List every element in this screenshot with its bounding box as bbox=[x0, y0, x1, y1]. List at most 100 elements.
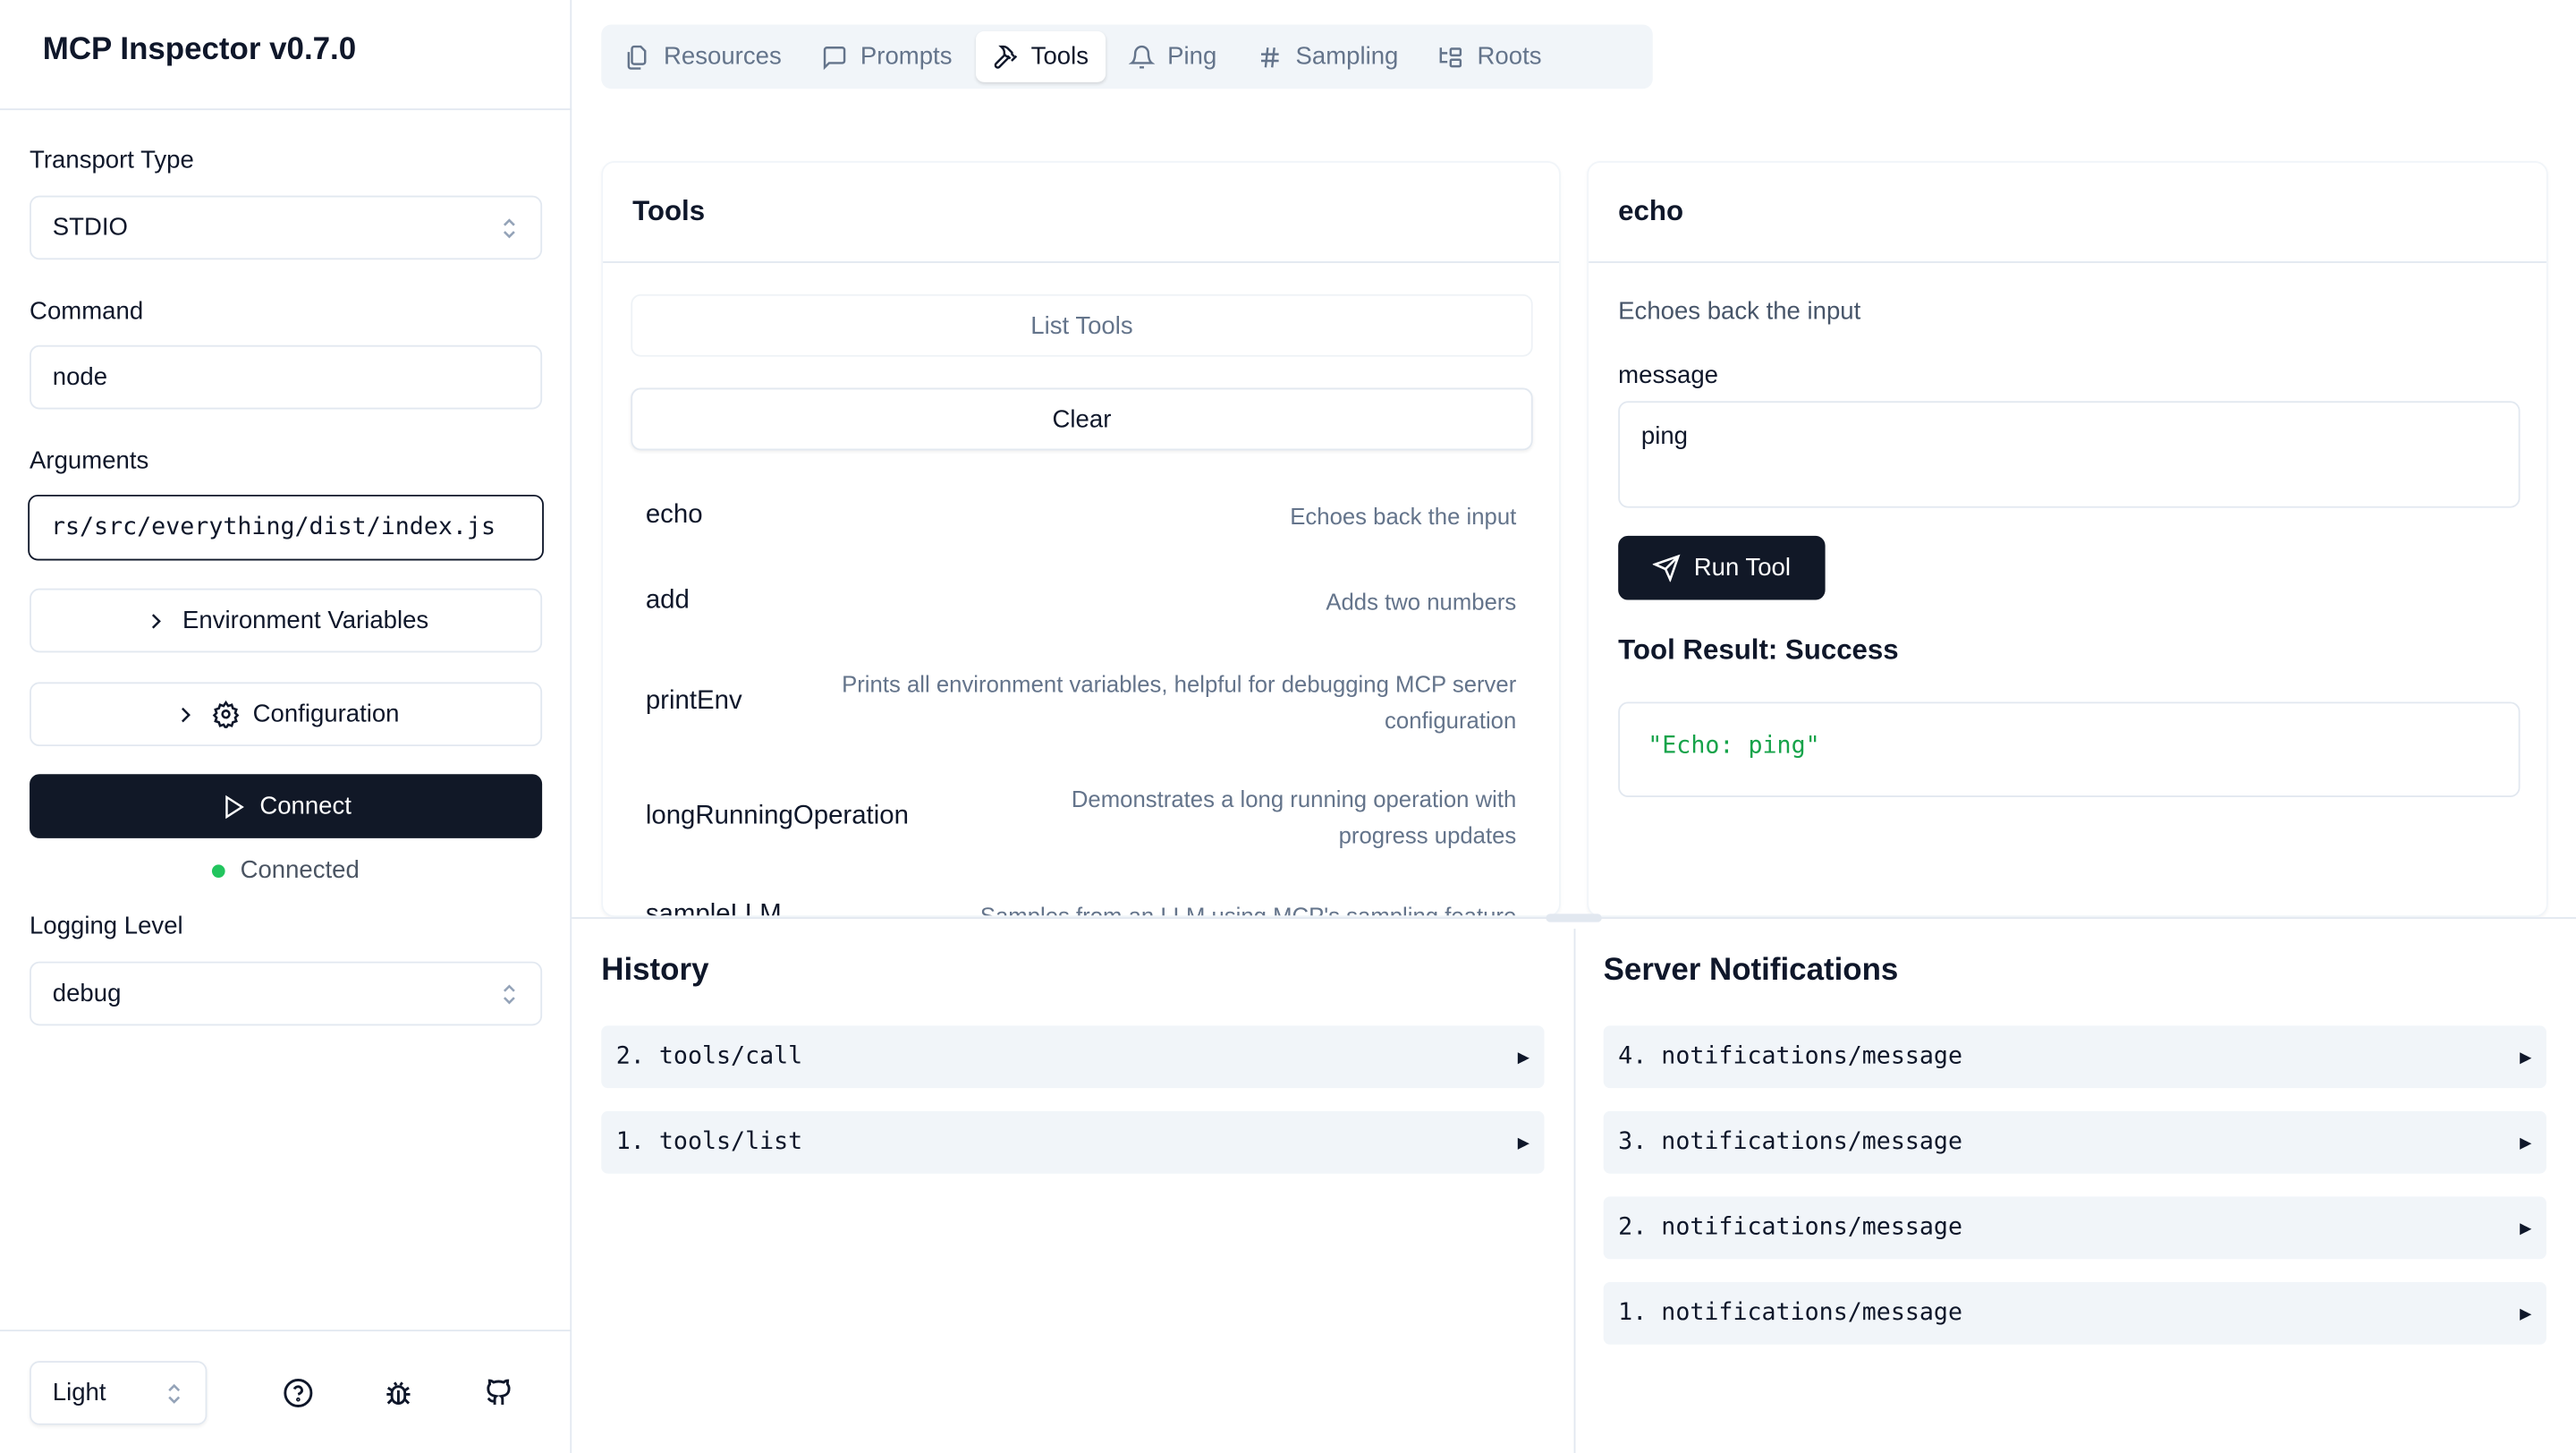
settings-icon bbox=[212, 700, 240, 728]
tab-roots[interactable]: Roots bbox=[1421, 31, 1558, 82]
resize-handle[interactable] bbox=[1546, 913, 1602, 922]
play-icon bbox=[220, 793, 246, 819]
tab-prompts[interactable]: Prompts bbox=[804, 31, 968, 82]
clear-button[interactable]: Clear bbox=[631, 387, 1533, 451]
tool-description: Echoes back the input bbox=[1290, 503, 1517, 530]
triangle-right-icon: ▶ bbox=[2520, 1301, 2532, 1325]
notification-label: 1. notifications/message bbox=[1618, 1300, 1963, 1327]
arguments-value: rs/src/everything/dist/index.js bbox=[50, 514, 496, 541]
run-tool-label: Run Tool bbox=[1693, 554, 1791, 582]
app-title: MCP Inspector v0.7.0 bbox=[42, 32, 357, 68]
status-dot-icon bbox=[212, 863, 226, 878]
tab-label: Sampling bbox=[1295, 42, 1399, 71]
message-textarea[interactable]: ping bbox=[1618, 401, 2521, 508]
tool-detail-title: echo bbox=[1618, 195, 1684, 227]
tool-item-samplellm[interactable]: sampleLLM Samples from an LLM using MCP's… bbox=[645, 896, 1517, 918]
tool-result-output: "Echo: ping" bbox=[1618, 701, 2521, 797]
chevrons-up-down-icon bbox=[499, 217, 519, 240]
status-text: Connected bbox=[240, 856, 360, 885]
command-value: node bbox=[52, 362, 108, 392]
chevron-right-icon bbox=[143, 608, 169, 633]
connect-button[interactable]: Connect bbox=[30, 774, 543, 838]
tab-label: Tools bbox=[1030, 42, 1089, 71]
tool-description: Adds two numbers bbox=[1326, 588, 1517, 616]
tool-detail-card: echo Echoes back the input message ping … bbox=[1587, 161, 2548, 918]
history-item[interactable]: 1. tools/list ▶ bbox=[601, 1110, 1545, 1174]
folder-tree-icon bbox=[1437, 44, 1463, 70]
tab-resources[interactable]: Resources bbox=[608, 31, 799, 82]
divider bbox=[1589, 261, 2546, 263]
tab-bar: Resources Prompts Tools Ping Sampling Ro… bbox=[601, 24, 1653, 89]
tab-ping[interactable]: Ping bbox=[1112, 31, 1233, 82]
list-tools-button[interactable]: List Tools bbox=[631, 293, 1533, 357]
theme-value: Light bbox=[52, 1379, 106, 1407]
configuration-button[interactable]: Configuration bbox=[30, 682, 543, 747]
tab-sampling[interactable]: Sampling bbox=[1240, 31, 1415, 82]
bell-icon bbox=[1128, 44, 1155, 70]
files-icon bbox=[624, 44, 650, 70]
configuration-label: Configuration bbox=[252, 700, 400, 728]
chevrons-up-down-icon bbox=[165, 1381, 184, 1405]
github-icon[interactable] bbox=[483, 1377, 514, 1408]
history-item-label: 2. tools/call bbox=[615, 1043, 803, 1070]
tool-item-printenv[interactable]: printEnv Prints all environment variables… bbox=[646, 664, 1516, 740]
tool-name: add bbox=[645, 586, 690, 616]
tool-name: longRunningOperation bbox=[645, 802, 909, 830]
notification-label: 3. notifications/message bbox=[1618, 1129, 1963, 1156]
help-circle-icon[interactable] bbox=[283, 1377, 314, 1408]
transport-type-value: STDIO bbox=[52, 213, 128, 242]
chevrons-up-down-icon bbox=[499, 982, 519, 1006]
tab-label: Prompts bbox=[860, 42, 953, 71]
tool-name: printEnv bbox=[645, 686, 742, 716]
triangle-right-icon: ▶ bbox=[1517, 1130, 1530, 1154]
triangle-right-icon: ▶ bbox=[2520, 1045, 2532, 1069]
transport-type-label: Transport Type bbox=[30, 146, 194, 174]
tool-name: echo bbox=[645, 501, 703, 530]
history-item[interactable]: 2. tools/call ▶ bbox=[601, 1025, 1545, 1089]
divider bbox=[0, 1330, 572, 1332]
run-tool-button[interactable]: Run Tool bbox=[1618, 535, 1826, 600]
divider bbox=[603, 261, 1560, 263]
tab-tools[interactable]: Tools bbox=[975, 30, 1106, 82]
logging-level-label: Logging Level bbox=[30, 912, 183, 940]
triangle-right-icon: ▶ bbox=[1517, 1045, 1530, 1069]
arguments-input[interactable]: rs/src/everything/dist/index.js bbox=[28, 494, 544, 561]
server-notifications-title: Server Notifications bbox=[1603, 953, 1899, 989]
triangle-right-icon: ▶ bbox=[2520, 1130, 2532, 1154]
tool-name: sampleLLM bbox=[645, 900, 782, 918]
transport-type-select[interactable]: STDIO bbox=[30, 195, 543, 260]
theme-select[interactable]: Light bbox=[30, 1361, 208, 1425]
command-label: Command bbox=[30, 297, 144, 326]
history-item-label: 1. tools/list bbox=[615, 1129, 803, 1156]
notification-item[interactable]: 1. notifications/message ▶ bbox=[1603, 1281, 2546, 1345]
tab-label: Resources bbox=[664, 42, 782, 71]
environment-variables-label: Environment Variables bbox=[182, 606, 429, 635]
tool-description: Prints all environment variables, helpfu… bbox=[842, 670, 1517, 734]
command-input[interactable]: node bbox=[30, 344, 543, 410]
bug-icon[interactable] bbox=[383, 1377, 414, 1408]
connection-status: Connected bbox=[0, 856, 572, 884]
tool-item-longrunningoperation[interactable]: longRunningOperation Demonstrates a long … bbox=[646, 779, 1516, 855]
notification-item[interactable]: 4. notifications/message ▶ bbox=[1603, 1025, 2546, 1089]
send-icon bbox=[1652, 554, 1681, 582]
message-label: message bbox=[1618, 361, 1718, 390]
tool-item-add[interactable]: add Adds two numbers bbox=[646, 582, 1516, 621]
logging-level-select[interactable]: debug bbox=[30, 961, 543, 1026]
connect-label: Connect bbox=[259, 792, 352, 820]
environment-variables-button[interactable]: Environment Variables bbox=[30, 588, 543, 653]
notification-item[interactable]: 3. notifications/message ▶ bbox=[1603, 1110, 2546, 1174]
tool-result-title: Tool Result: Success bbox=[1618, 634, 1899, 667]
tool-description: Echoes back the input bbox=[1618, 297, 1861, 326]
bottom-panel bbox=[572, 917, 2576, 1453]
hammer-icon bbox=[992, 44, 1018, 70]
history-title: History bbox=[601, 953, 709, 989]
notification-item[interactable]: 2. notifications/message ▶ bbox=[1603, 1196, 2546, 1260]
tool-item-echo[interactable]: echo Echoes back the input bbox=[646, 497, 1516, 536]
divider bbox=[1573, 928, 1576, 1453]
notification-label: 4. notifications/message bbox=[1618, 1043, 1963, 1070]
message-square-icon bbox=[821, 44, 847, 70]
tool-description: Demonstrates a long running operation wi… bbox=[1071, 786, 1517, 848]
tool-description: Samples from an LLM using MCP's sampling… bbox=[979, 902, 1517, 918]
logging-level-value: debug bbox=[52, 979, 122, 1008]
notification-label: 2. notifications/message bbox=[1618, 1214, 1963, 1242]
